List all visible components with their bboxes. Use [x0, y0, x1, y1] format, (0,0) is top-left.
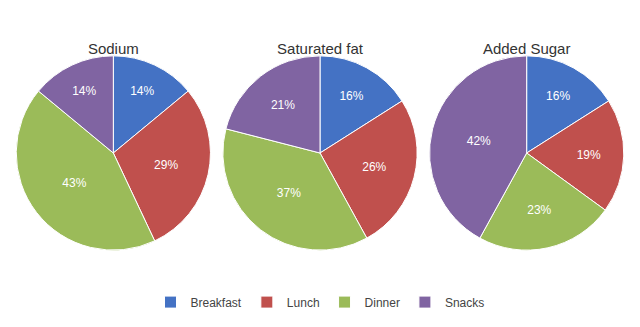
svg-text:23%: 23% [527, 203, 551, 217]
svg-text:14%: 14% [130, 84, 154, 98]
svg-text:42%: 42% [467, 134, 491, 148]
svg-text:14%: 14% [72, 84, 96, 98]
svg-text:Breakfast: Breakfast [191, 296, 242, 310]
svg-text:43%: 43% [62, 176, 86, 190]
svg-text:Sodium: Sodium [88, 40, 139, 57]
svg-text:16%: 16% [546, 89, 570, 103]
svg-text:26%: 26% [362, 160, 386, 174]
svg-text:Dinner: Dinner [365, 296, 400, 310]
svg-text:16%: 16% [339, 89, 363, 103]
svg-text:Added Sugar: Added Sugar [483, 40, 571, 57]
svg-text:19%: 19% [577, 148, 601, 162]
svg-text:29%: 29% [154, 158, 178, 172]
svg-text:Snacks: Snacks [445, 296, 484, 310]
svg-text:21%: 21% [271, 98, 295, 112]
svg-text:Lunch: Lunch [287, 296, 320, 310]
svg-text:37%: 37% [277, 186, 301, 200]
svg-text:Saturated fat: Saturated fat [277, 40, 364, 57]
